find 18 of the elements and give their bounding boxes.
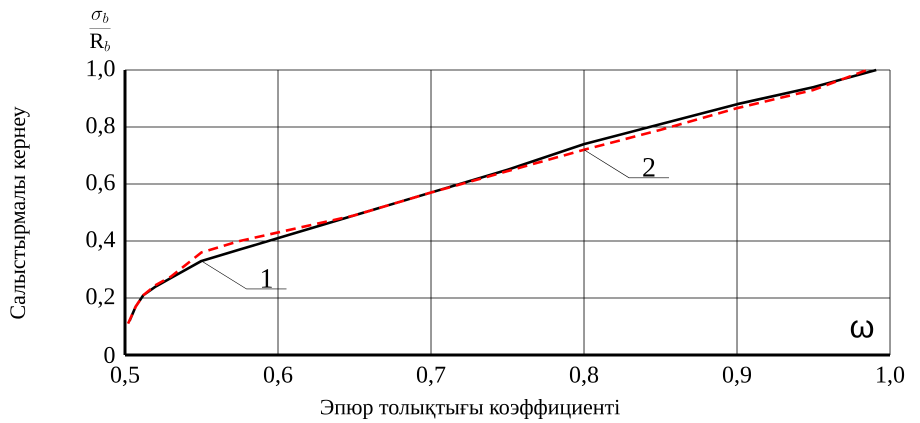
x-tick-label: 0,5 (110, 366, 140, 386)
series-label: 2 (643, 158, 654, 176)
x-tick-label: 0,6 (264, 366, 292, 386)
y-tick-label: 0,2 (86, 288, 114, 308)
y-tick-label: 0,6 (86, 174, 115, 194)
x-axis-title: Эпюр толықтығы коэффициенті (320, 399, 620, 419)
text: $\frac{\sigma_b}{\mathrm{R}_{b}}$ (89, 10, 111, 52)
x-tick-label: 0,9 (722, 366, 752, 386)
y-tick-label: 0,4 (86, 231, 116, 251)
annotation: ω (850, 320, 874, 338)
x-tick-label: 1,0 (877, 366, 904, 386)
x-tick-label: 0,7 (416, 366, 446, 386)
y-tick-label: 0,8 (86, 117, 115, 137)
series-label: 1 (262, 269, 272, 288)
y-tick-label: 1,0 (88, 60, 115, 80)
x-tick-label: 0,8 (570, 366, 598, 386)
y-axis-title: Салыстырмалы кернеу (10, 106, 30, 319)
y-tick-label: 0 (104, 346, 115, 364)
